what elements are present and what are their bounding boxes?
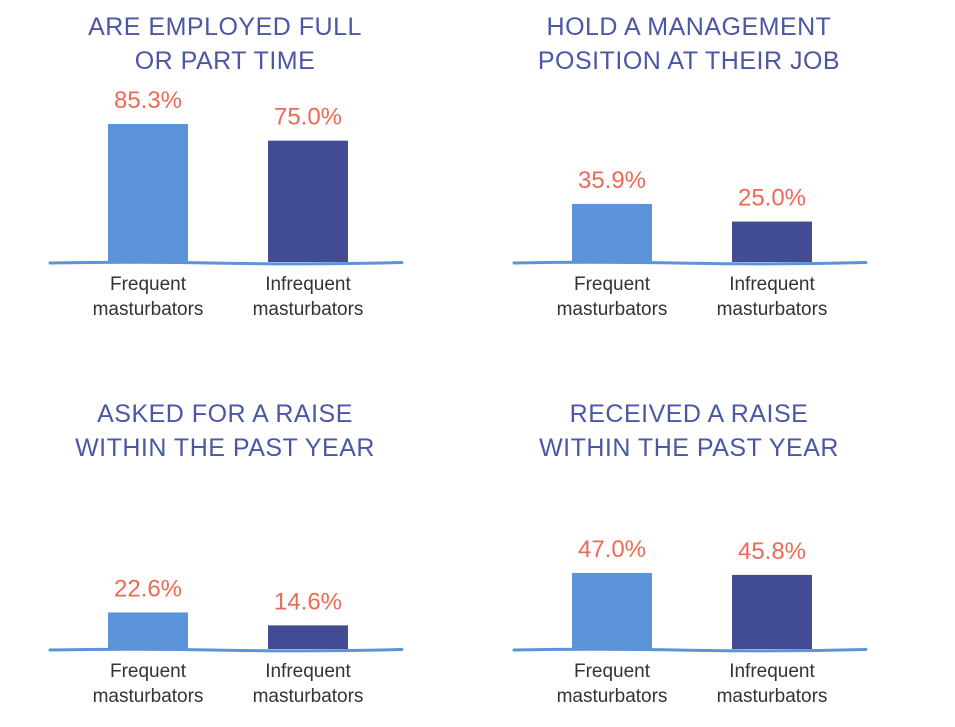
data-label: 45.8% <box>738 538 806 565</box>
data-label: 25.0% <box>738 185 806 212</box>
bar-chart-asked-raise: 22.6% Frequent masturbators 14.6% Infrequent… <box>48 575 404 707</box>
bar-frequent <box>108 124 188 262</box>
chart-title: RECEIVED A RAISE WITHIN THE PAST YEAR <box>539 400 839 462</box>
bar-infrequent <box>732 221 812 262</box>
category-label: Infrequent masturbators <box>253 661 364 707</box>
chart-panel-employed: ARE EMPLOYED FULL OR PART TIME 85.3% Freq… <box>48 0 450 340</box>
chart-title: ARE EMPLOYED FULL OR PART TIME <box>88 13 362 75</box>
baseline <box>512 260 868 266</box>
data-label: 14.6% <box>274 588 342 615</box>
data-label: 47.0% <box>578 536 646 563</box>
data-label: 75.0% <box>274 104 342 131</box>
chart-panel-management: HOLD A MANAGEMENT POSITION AT THEIR JOB … <box>512 0 914 340</box>
bar-infrequent <box>268 625 348 649</box>
category-label: Frequent masturbators <box>93 274 204 320</box>
category-label: Frequent masturbators <box>93 661 204 707</box>
category-label: Infrequent masturbators <box>717 274 828 320</box>
data-label: 22.6% <box>114 575 182 602</box>
bar-frequent <box>572 572 652 649</box>
data-label: 35.9% <box>578 167 646 194</box>
data-label: 85.3% <box>114 87 182 114</box>
bar-infrequent <box>268 140 348 262</box>
category-label: Frequent masturbators <box>557 274 668 320</box>
bar-frequent <box>572 203 652 262</box>
baseline <box>48 647 404 653</box>
baseline <box>512 647 868 653</box>
category-label: Infrequent masturbators <box>717 661 828 707</box>
category-label: Frequent masturbators <box>557 661 668 707</box>
bar-frequent <box>108 612 188 649</box>
baseline <box>48 260 404 266</box>
bar-chart-management: 35.9% Frequent masturbators 25.0% Infrequent… <box>512 167 868 320</box>
chart-title: ASKED FOR A RAISE WITHIN THE PAST YEAR <box>75 400 375 462</box>
chart-panel-received-raise: RECEIVED A RAISE WITHIN THE PAST YEAR 47… <box>512 387 914 727</box>
chart-panel-asked-raise: ASKED FOR A RAISE WITHIN THE PAST YEAR 2… <box>48 387 450 727</box>
bar-infrequent <box>732 574 812 649</box>
bar-chart-employed: 85.3% Frequent masturbators 75.0% Infrequent… <box>48 87 404 320</box>
chart-title: HOLD A MANAGEMENT POSITION AT THEIR JOB <box>537 13 841 75</box>
bar-chart-received-raise: 47.0% Frequent masturbators 45.8% Infrequent… <box>512 536 868 707</box>
category-label: Infrequent masturbators <box>253 274 364 320</box>
